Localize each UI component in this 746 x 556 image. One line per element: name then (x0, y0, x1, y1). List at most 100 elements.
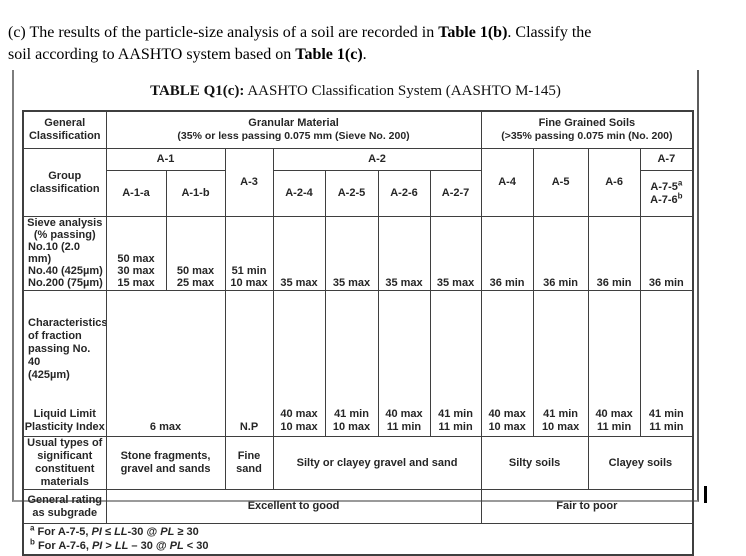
cell-usual-types-label[interactable]: Usual types of significant constituent m… (22, 436, 107, 490)
cell-group-a5[interactable]: A-5 (532, 148, 589, 217)
footnote-a-marker: a (30, 523, 35, 533)
cell-group-a24[interactable]: A-2-4 (272, 170, 326, 217)
cell-usual-a4-a5[interactable]: Silty soils (480, 436, 589, 490)
cell-sieve-a1b[interactable]: 50 max 25 max (165, 216, 226, 291)
usual-a1-line2: gravel and sands (120, 463, 211, 475)
chars-a1-pi: 6 max (149, 421, 182, 433)
fine-grained-title: Fine Grained Soils (538, 117, 636, 129)
cell-group-a1[interactable]: A-1 (105, 148, 226, 171)
table-frame: TABLE Q1(c): AASHTO Classification Syste… (12, 70, 699, 556)
rating-label-line2: as subgrade (32, 506, 98, 519)
cell-group-a26[interactable]: A-2-6 (377, 170, 431, 217)
cell-group-a1a[interactable]: A-1-a (105, 170, 167, 217)
cell-usual-a6-a7[interactable]: Clayey soils (587, 436, 694, 490)
cell-chars-a25[interactable]: 41 min 10 max (324, 290, 379, 437)
chars-a27-pi: 11 min (438, 421, 473, 433)
cell-group-a25[interactable]: A-2-5 (324, 170, 379, 217)
cell-group-a7[interactable]: A-7 (639, 148, 694, 171)
sieve-a25-no200: 35 max (332, 277, 371, 289)
sieve-a1a-no200: 15 max (117, 277, 155, 289)
footnote-ref-b: b (677, 190, 683, 200)
sieve-a1b-no200: 25 max (176, 277, 215, 289)
granular-material-title: Granular Material (248, 117, 339, 129)
cell-usual-a1[interactable]: Stone fragments, gravel and sands (105, 436, 226, 490)
table-title-text: AASHTO Classification System (AASHTO M-1… (244, 83, 561, 99)
fine-grained-subtitle: (>35% passing 0.075 min (No. 200) (501, 130, 673, 142)
usual-a3-line2: sand (236, 463, 262, 475)
cell-usual-a2[interactable]: Silty or clayey gravel and sand (272, 436, 482, 490)
intro-text: . Classify the (507, 24, 592, 41)
sieve-label-no40: No.40 (425µm) (28, 265, 103, 277)
table-title-label: TABLE Q1(c): (150, 83, 245, 99)
cell-sieve-a5[interactable]: 36 min (532, 216, 589, 291)
chars-a3-pi: N.P (239, 421, 259, 433)
cell-group-a27[interactable]: A-2-7 (429, 170, 482, 217)
cell-sieve-a3[interactable]: 51 min 10 max (224, 216, 274, 291)
question-paragraph[interactable]: (c) The results of the particle-size ana… (8, 22, 740, 66)
cell-chars-a26[interactable]: 40 max 11 min (377, 290, 431, 437)
intro-text: . (362, 46, 367, 63)
cell-granular-material-header[interactable]: Granular Material (35% or less passing 0… (105, 110, 482, 149)
sieve-a24-no200: 35 max (280, 277, 318, 289)
footnote-a: a For A-7-5, PI ≤ LL-30 @ PL ≥ 30 (30, 523, 199, 538)
intro-bold-table-1b: Table 1(b) (438, 24, 508, 41)
cell-chars-a4[interactable]: 40 max 10 max (480, 290, 534, 437)
cell-rating-fine[interactable]: Fair to poor (480, 489, 694, 524)
cell-group-a3[interactable]: A-3 (224, 148, 274, 217)
cell-group-a4[interactable]: A-4 (480, 148, 534, 217)
group-label-line1: Group (48, 169, 82, 182)
cell-sieve-a27[interactable]: 35 max (429, 216, 482, 291)
chars-a24-pi: 10 max (280, 421, 318, 433)
usual-label-line1: Usual types of (27, 437, 103, 450)
cell-usual-a3[interactable]: Fine sand (224, 436, 274, 490)
cell-sieve-a7[interactable]: 36 min (639, 216, 694, 291)
cell-chars-a3[interactable]: N.P (224, 290, 274, 437)
cell-sieve-a26[interactable]: 35 max (377, 216, 431, 291)
chars-a6-pi: 11 min (596, 421, 632, 433)
sieve-label-line1: Sieve analysis (27, 217, 103, 230)
cell-group-a6[interactable]: A-6 (587, 148, 641, 217)
sieve-label-no10: No.10 (2.0 mm) (28, 241, 80, 265)
cell-characteristics-label[interactable]: Characteristics of fraction passing No. … (22, 290, 107, 437)
cell-chars-a5[interactable]: 41 min 10 max (532, 290, 589, 437)
cell-sieve-a1a[interactable]: 50 max 30 max 15 max (105, 216, 167, 291)
chars-a24-ll: 40 max (280, 408, 318, 420)
usual-a3-line1: Fine (237, 450, 261, 462)
cell-chars-a24[interactable]: 40 max 10 max (272, 290, 326, 437)
usual-a1-line1: Stone fragments, (120, 450, 211, 462)
cell-sieve-analysis-label[interactable]: Sieve analysis (% passing) No.10 (2.0 mm… (22, 216, 107, 291)
chars-a26-ll: 40 max (385, 408, 423, 420)
cell-fine-grained-header[interactable]: Fine Grained Soils (>35% passing 0.075 m… (480, 110, 694, 149)
cell-group-a75-a76[interactable]: A-7-5a A-7-6b (639, 170, 694, 217)
chars-a6-ll: 40 max (595, 408, 633, 420)
cell-general-rating-label[interactable]: General rating as subgrade (22, 489, 107, 524)
chars-a5-ll: 41 min (543, 408, 579, 420)
table-title[interactable]: TABLE Q1(c): AASHTO Classification Syste… (14, 83, 697, 100)
sieve-a4-no200: 36 min (489, 277, 525, 289)
footnote-b-marker: b (30, 537, 35, 547)
cell-sieve-a4[interactable]: 36 min (480, 216, 534, 291)
cell-rating-granular[interactable]: Excellent to good (105, 489, 482, 524)
chars-label-line3: passing No. 40 (28, 343, 91, 368)
cell-general-classification[interactable]: General Classification (22, 110, 107, 149)
cell-chars-a7[interactable]: 41 min 11 min (639, 290, 694, 437)
cell-group-a1b[interactable]: A-1-b (165, 170, 226, 217)
cell-chars-a1[interactable]: 6 max (105, 290, 226, 437)
cell-chars-a27[interactable]: 41 min 11 min (429, 290, 482, 437)
chars-a25-pi: 10 max (332, 421, 371, 433)
aashto-classification-table: General Classification Granular Material… (22, 110, 695, 556)
cell-sieve-a6[interactable]: 36 min (587, 216, 641, 291)
cell-footnotes[interactable]: a For A-7-5, PI ≤ LL-30 @ PL ≥ 30 b For … (22, 523, 694, 556)
sieve-a6-no200: 36 min (596, 277, 632, 289)
general-classification-line2: Classification (28, 130, 101, 142)
footnote-ref-a: a (677, 177, 683, 187)
group-label-line2: classification (29, 182, 100, 195)
chars-a26-pi: 11 min (386, 421, 422, 433)
cell-group-classification-label[interactable]: Group classification (22, 148, 107, 217)
cell-sieve-a25[interactable]: 35 max (324, 216, 379, 291)
sieve-a3-no200: 10 max (230, 277, 268, 289)
chars-label-line1: Characteristics (28, 317, 106, 329)
cell-sieve-a24[interactable]: 35 max (272, 216, 326, 291)
cell-chars-a6[interactable]: 40 max 11 min (587, 290, 641, 437)
cell-group-a2[interactable]: A-2 (272, 148, 482, 171)
